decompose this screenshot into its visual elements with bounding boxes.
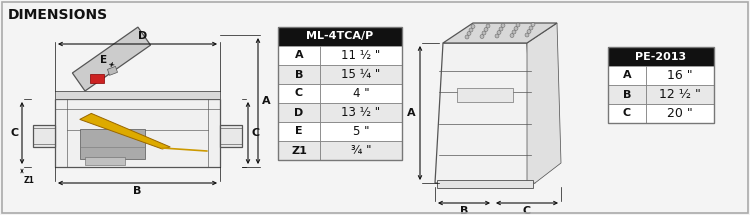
Circle shape (484, 28, 488, 32)
Polygon shape (435, 43, 535, 183)
Text: B: B (134, 186, 142, 196)
Bar (608, 47, 714, 123)
Bar (278, 46, 320, 65)
Circle shape (525, 33, 529, 37)
Text: Z1: Z1 (291, 146, 307, 155)
Text: A: A (295, 51, 303, 60)
Circle shape (510, 34, 514, 37)
Text: 15 ¼ ": 15 ¼ " (341, 68, 380, 81)
Bar (608, 85, 646, 104)
Text: E: E (100, 55, 107, 65)
Polygon shape (527, 23, 561, 183)
Text: C: C (10, 128, 19, 138)
Circle shape (482, 31, 486, 35)
Text: A: A (407, 108, 416, 118)
Text: 20 ": 20 " (668, 107, 693, 120)
Bar (55, 91, 220, 99)
Circle shape (467, 32, 471, 35)
Bar (55, 99, 220, 167)
Text: C: C (251, 128, 260, 138)
Circle shape (469, 28, 473, 32)
Text: Z1: Z1 (24, 176, 34, 185)
Bar (278, 122, 320, 141)
Circle shape (465, 35, 469, 39)
Circle shape (486, 24, 490, 28)
Bar (278, 84, 320, 103)
Text: D: D (294, 108, 304, 118)
Bar (646, 66, 714, 85)
Bar (220, 125, 242, 147)
Bar (320, 65, 402, 84)
Bar (80, 129, 145, 159)
Circle shape (495, 34, 499, 38)
Circle shape (531, 23, 535, 26)
Circle shape (514, 26, 518, 31)
Bar (278, 65, 320, 84)
Circle shape (499, 27, 503, 31)
Text: DIMENSIONS: DIMENSIONS (8, 8, 108, 22)
Text: D: D (138, 31, 147, 41)
Bar (278, 141, 320, 160)
Circle shape (471, 25, 475, 29)
Bar (320, 122, 402, 141)
Bar (278, 103, 320, 122)
Text: C: C (623, 109, 631, 118)
Circle shape (512, 30, 516, 34)
Bar (608, 47, 714, 66)
Bar (457, 88, 513, 102)
Bar (85, 157, 125, 165)
Bar (320, 84, 402, 103)
Text: C: C (523, 206, 531, 215)
Text: 5 ": 5 " (352, 125, 369, 138)
Bar (646, 104, 714, 123)
Text: ML-4TCA/P: ML-4TCA/P (306, 32, 374, 41)
Text: A: A (262, 96, 271, 106)
Bar (90, 74, 104, 83)
Bar (608, 104, 646, 123)
Bar (646, 85, 714, 104)
Bar (278, 27, 402, 160)
Text: C: C (295, 89, 303, 98)
Bar (437, 180, 533, 188)
Bar (320, 46, 402, 65)
Text: 16 ": 16 " (668, 69, 693, 82)
Circle shape (529, 26, 533, 30)
Polygon shape (107, 66, 118, 75)
Text: A: A (622, 71, 632, 80)
Circle shape (501, 23, 505, 28)
Circle shape (497, 31, 501, 34)
Bar (608, 66, 646, 85)
Text: 13 ½ ": 13 ½ " (341, 106, 380, 119)
Polygon shape (80, 113, 170, 149)
Text: B: B (460, 206, 468, 215)
Bar (320, 103, 402, 122)
Text: 11 ½ ": 11 ½ " (341, 49, 380, 62)
Text: B: B (295, 69, 303, 80)
Circle shape (480, 34, 484, 38)
Text: E: E (296, 126, 303, 137)
Text: ¾ ": ¾ " (351, 144, 371, 157)
Polygon shape (73, 27, 151, 91)
Text: PE-2013: PE-2013 (635, 52, 686, 61)
Text: B: B (622, 89, 632, 100)
Text: 12 ½ ": 12 ½ " (659, 88, 701, 101)
Polygon shape (443, 23, 557, 43)
Circle shape (527, 29, 531, 34)
Text: 4 ": 4 " (352, 87, 369, 100)
Circle shape (516, 23, 520, 27)
Bar (278, 27, 402, 46)
Bar (33, 125, 55, 147)
Bar (320, 141, 402, 160)
